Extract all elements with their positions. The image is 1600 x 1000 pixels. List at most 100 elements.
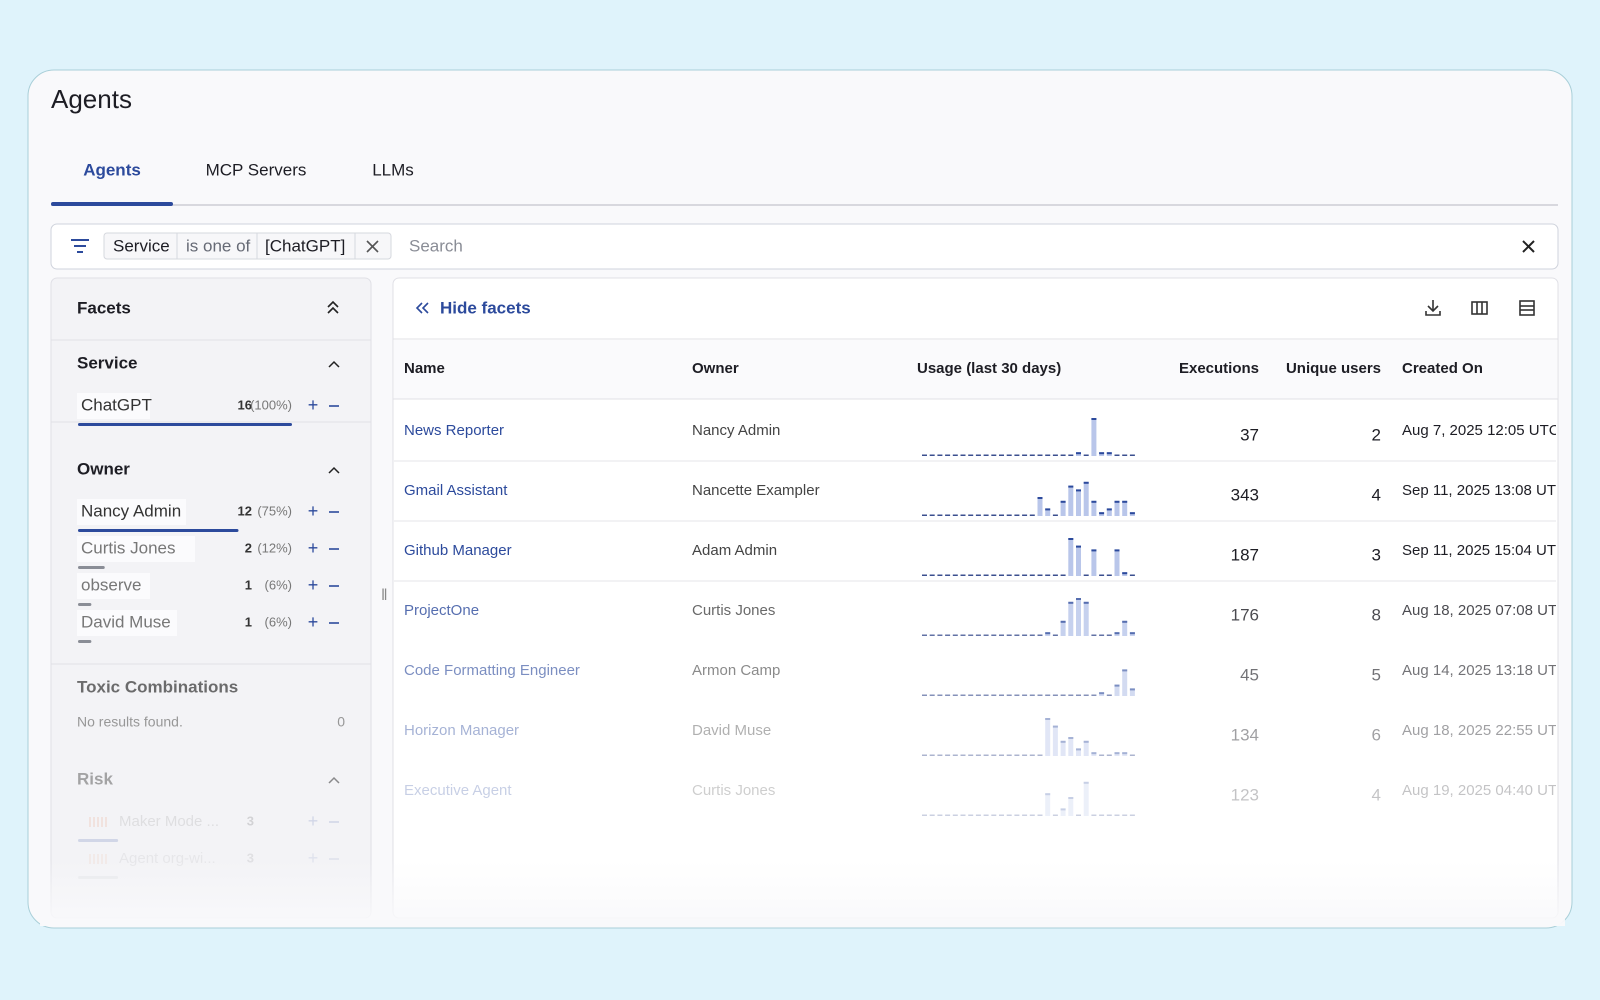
usage-bar [968,754,974,756]
usage-bar-body [1060,808,1066,816]
usage-bar [1029,814,1035,816]
collapse-facets[interactable] [327,300,339,314]
filter-bar[interactable] [50,223,1559,270]
facet-label: Nancy Admin [81,501,181,520]
facet-item[interactable]: Curtis Jones 2 (12%) + [77,536,339,569]
usage-bar-body [1060,620,1066,636]
group-toggle[interactable] [328,466,340,474]
column-header[interactable]: Usage (last 30 days) [917,360,1061,377]
usage-bar [1022,514,1028,516]
usage-bar [1029,694,1035,696]
usage-bar [1052,634,1058,636]
facet-item[interactable]: Maker Mode ... 3 + [78,811,339,842]
facet-bar [78,423,292,426]
usage-bar [937,694,943,696]
usage-bar [1106,574,1112,576]
usage-bar [1083,781,1089,816]
include[interactable]: + [308,612,319,632]
table-row[interactable]: Code Formatting Engineer Armon Camp 45 5 Aug… [404,662,1568,696]
agent-name[interactable]: Github Manager [404,542,512,559]
facets-title: Facets [77,298,131,317]
usage-bar-cap [1037,497,1043,499]
facet-label-bg [77,610,177,636]
columns[interactable] [1471,301,1488,315]
usage-bar [999,574,1004,576]
resize-handle[interactable]: ‖ [381,587,388,604]
facet-item[interactable]: ChatGPT 16(100%) + [77,393,339,426]
include[interactable]: + [308,848,319,868]
download[interactable] [1425,300,1441,316]
column-header[interactable]: Executions [1179,360,1259,377]
usage-bar [1099,754,1105,756]
agent-name[interactable]: News Reporter [404,422,504,439]
include[interactable]: + [308,501,319,521]
agent-name[interactable]: Horizon Manager [404,722,519,739]
facet-percent: (12%) [257,540,292,555]
table-row[interactable]: Executive Agent Curtis Jones 123 4 Aug 19, 2… [404,781,1568,816]
include[interactable]: + [308,538,319,558]
usage-bar [1037,574,1043,576]
search-input[interactable]: Search [409,236,463,255]
group-toggle[interactable] [328,776,340,784]
include[interactable]: + [308,395,319,415]
clear-search[interactable] [1522,240,1535,253]
agent-name[interactable]: ProjectOne [404,602,479,619]
chip-remove[interactable] [366,240,379,253]
group-toggle[interactable] [328,360,340,368]
agent-name[interactable]: Code Formatting Engineer [404,662,580,679]
filter-icon[interactable] [71,239,89,253]
density[interactable] [1519,300,1535,316]
usage-bar [1022,634,1028,636]
usage-bar [1052,694,1058,696]
facet-item[interactable]: David Muse 1 (6%) + [77,610,339,643]
tab[interactable]: MCP Servers [206,160,307,179]
agent-name[interactable]: Gmail Assistant [404,482,508,499]
facet-item[interactable]: observe 1 (6%) + [77,573,339,606]
usage-bar-cap [1091,500,1097,503]
column-header[interactable]: Name [404,360,445,377]
usage-bar-body [1068,485,1074,516]
table-row[interactable]: Gmail Assistant Nancette Exampler 343 4 Sep … [394,481,1567,522]
owner: David Muse [692,722,771,739]
hide-facets[interactable]: Hide facets [440,298,531,317]
usage-bar [991,634,997,636]
column-header[interactable]: Unique users [1286,360,1381,377]
usage-bar [1029,754,1035,756]
usage-bar-cap [1114,549,1120,552]
facet-bar [78,640,92,643]
tab[interactable]: Agents [83,160,141,179]
table-row[interactable]: News Reporter Nancy Admin 37 2 Aug 7, 2025 1… [394,418,1560,462]
usage-bar [952,514,958,516]
usage-bar [1114,684,1120,696]
usage-bar [968,574,974,576]
agent-name[interactable]: Executive Agent [404,782,512,799]
usage-bar [929,754,935,756]
table-row[interactable]: Github Manager Adam Admin 187 3 Sep 11, 2025… [394,538,1567,582]
usage-bar-cap [1099,512,1105,515]
include[interactable]: + [308,575,319,595]
usage-bar [1091,500,1097,516]
facet-bar [78,529,239,532]
tab[interactable]: LLMs [372,160,414,179]
usage-bar [1045,694,1051,696]
facet-label: Curtis Jones [81,538,175,557]
table-row[interactable]: ProjectOne Curtis Jones 176 8 Aug 18, 2025 0… [404,598,1568,636]
facet-label: David Muse [81,612,171,631]
table-row[interactable]: Horizon Manager David Muse 134 6 Aug 18, 202… [404,718,1568,756]
column-header[interactable]: Owner [692,360,739,377]
usage-bar [1068,797,1074,816]
usage-bar-body [1076,748,1081,756]
usage-bar [975,454,981,456]
facet-item[interactable]: Nancy Admin 12 (75%) + [77,499,339,532]
filter-chip[interactable] [103,232,392,260]
usage-bar [929,634,935,636]
hide-facets-icon[interactable] [415,302,429,314]
usage-bar-cap [1083,481,1089,484]
usage-bar-body [1114,549,1120,576]
usage-bar [1029,574,1035,576]
column-header[interactable]: Created On [1402,360,1483,377]
usage-bar [991,454,997,456]
usage-bar-body [1068,538,1074,576]
include[interactable]: + [308,811,319,831]
